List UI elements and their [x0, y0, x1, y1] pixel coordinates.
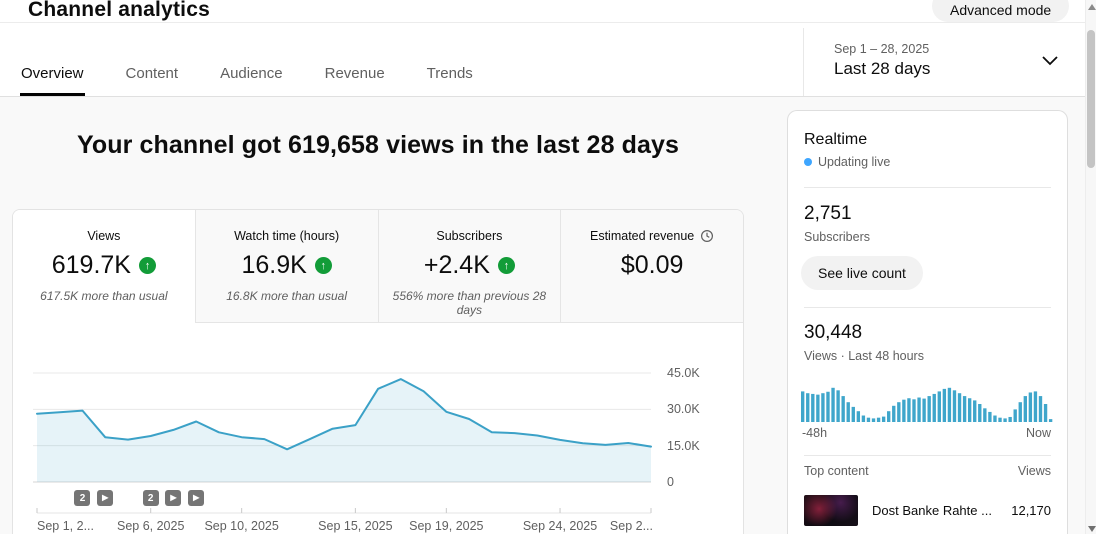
metric-note: 16.8K more than usual	[226, 289, 347, 303]
tab-content[interactable]: Content	[125, 64, 179, 82]
live-dot-icon	[804, 158, 812, 166]
metric-note: 556% more than previous 28 days	[392, 289, 547, 317]
video-group-marker[interactable]: 2	[142, 490, 159, 506]
video-views: 12,170	[1011, 503, 1051, 518]
metric-value: 619.7K ↑	[13, 251, 195, 280]
metric-label: Views	[87, 229, 121, 243]
realtime-axis-right-label: Now	[1025, 426, 1051, 440]
video-marker[interactable]: ▶	[188, 490, 205, 506]
tab-overview[interactable]: Overview	[20, 50, 85, 96]
play-icon: ▶	[102, 493, 109, 502]
video-title: Dost Banke Rahte ...	[872, 503, 992, 518]
x-axis-label: Sep 15, 2025	[318, 519, 393, 533]
scrollbar-down-arrow-icon[interactable]	[1088, 526, 1096, 532]
x-axis-label: Sep 19, 2025	[409, 519, 484, 533]
metric-card-estimated-revenue[interactable]: Estimated revenue $0.09	[560, 210, 743, 323]
realtime-subscribers-label: Subscribers	[804, 230, 870, 244]
divider	[804, 307, 1051, 308]
page-header: Channel analytics Advanced mode Overview…	[0, 0, 1096, 97]
divider	[0, 96, 1085, 97]
video-marker[interactable]: ▶	[97, 490, 114, 506]
video-thumbnail	[804, 495, 858, 526]
x-axis-label: Sep 10, 2025	[204, 519, 279, 533]
date-range-dates: Sep 1 – 28, 2025	[834, 42, 930, 56]
metric-card-subscribers[interactable]: Subscribers +2.4K ↑ 556% more than previous…	[377, 210, 561, 323]
advanced-mode-button[interactable]: Advanced mode	[932, 0, 1070, 22]
realtime-views-value: 30,448	[804, 322, 863, 343]
metric-card-views[interactable]: Views 619.7K ↑ 617.5K more than usual	[13, 210, 195, 323]
trend-up-icon: ↑	[139, 257, 156, 274]
content-area: Your channel got 619,658 views in the la…	[0, 97, 1085, 534]
divider	[804, 187, 1051, 188]
analytics-card: Views 619.7K ↑ 617.5K more than usual Watch …	[12, 209, 744, 534]
video-marker[interactable]: ▶	[165, 490, 182, 506]
metric-tab-strip: Views 619.7K ↑ 617.5K more than usual Watch …	[13, 210, 743, 323]
x-axis-label: Sep 24, 2025	[522, 519, 598, 533]
realtime-status: Updating live	[804, 155, 890, 169]
play-icon: ▶	[170, 493, 177, 502]
x-axis-label: Sep 1, 2...	[37, 519, 94, 533]
metric-value: 16.9K ↑	[196, 251, 378, 280]
page-title: Channel analytics	[28, 0, 210, 21]
headline: Your channel got 619,658 views in the la…	[77, 131, 679, 159]
y-axis-label: 0	[667, 475, 674, 489]
metric-value: +2.4K ↑	[379, 251, 561, 280]
views-column-header: Views	[1017, 464, 1051, 478]
divider	[804, 455, 1051, 456]
realtime-axis-left-label: -48h	[802, 426, 828, 440]
realtime-title: Realtime	[804, 131, 868, 148]
realtime-status-label: Updating live	[818, 155, 891, 169]
realtime-subscribers-value: 2,751	[804, 203, 852, 224]
metric-note: 617.5K more than usual	[40, 289, 168, 303]
scrollbar[interactable]	[1085, 0, 1096, 534]
tab-audience[interactable]: Audience	[220, 64, 283, 82]
analytics-tabbar: Overview Content Audience Revenue Trends	[20, 50, 474, 96]
y-axis-label: 30.0K	[667, 402, 700, 417]
date-range-picker[interactable]: Sep 1 – 28, 2025 Last 28 days	[803, 28, 1085, 96]
trend-up-icon: ↑	[314, 257, 332, 274]
x-axis-label: Sep 2...	[609, 519, 653, 533]
metric-card-watch-time-hours[interactable]: Watch time (hours) 16.9K ↑ 16.8K more than …	[194, 210, 378, 323]
chevron-down-icon[interactable]	[1041, 55, 1059, 67]
trend-up-icon: ↑	[497, 257, 515, 274]
metric-label: Estimated revenue	[590, 229, 714, 243]
video-group-marker[interactable]: 2	[74, 490, 91, 506]
divider	[0, 22, 1085, 23]
date-range-preset: Last 28 days	[834, 59, 931, 78]
metric-value: $0.09	[620, 251, 684, 279]
scrollbar-up-arrow-icon[interactable]	[1088, 4, 1096, 10]
clock-icon	[701, 229, 714, 243]
see-live-count-button[interactable]: See live count	[801, 256, 923, 290]
y-axis-label: 15.0K	[667, 438, 700, 453]
top-content-row[interactable]: Dost Banke Rahte ... 12,170	[804, 495, 1051, 527]
top-content-header: Top content	[804, 464, 869, 478]
tab-trends[interactable]: Trends	[426, 64, 473, 82]
y-axis-label: 45.0K	[667, 366, 700, 380]
tab-revenue[interactable]: Revenue	[324, 64, 385, 82]
scrollbar-thumb[interactable]	[1087, 30, 1095, 168]
metric-label: Subscribers	[436, 229, 503, 243]
realtime-card: Realtime Updating live 2,751 Subscribers…	[787, 110, 1068, 534]
x-axis-label: Sep 6, 2025	[116, 519, 185, 533]
metric-label: Watch time (hours)	[234, 229, 340, 243]
realtime-views-label: Views · Last 48 hours	[804, 349, 924, 363]
line-chart-canvas	[33, 372, 652, 514]
views-line-chart: 0 15.0K 30.0K 45.0K Sep 1, 2... Sep 6, 2025 Se…	[13, 323, 743, 534]
realtime-bar-chart	[801, 387, 1053, 422]
play-icon: ▶	[193, 493, 200, 502]
